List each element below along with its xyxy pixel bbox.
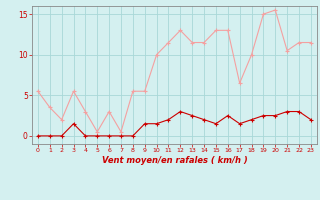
X-axis label: Vent moyen/en rafales ( km/h ): Vent moyen/en rafales ( km/h ): [101, 156, 247, 165]
